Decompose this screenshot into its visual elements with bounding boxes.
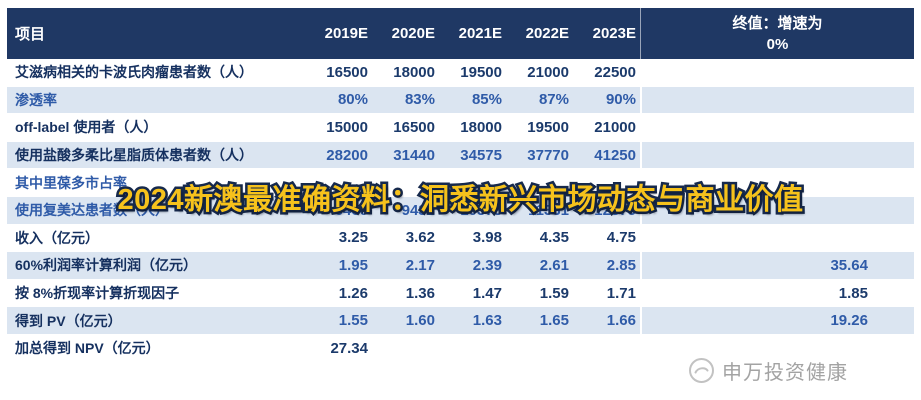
row-label: 使用复美达患者数（人） xyxy=(15,202,169,219)
column-header-2022e: 2022E xyxy=(525,25,569,42)
cell-value: 85% xyxy=(471,91,502,109)
cell-value: 1.65 xyxy=(539,312,569,330)
cell-terminal-value xyxy=(640,86,914,114)
column-header-terminal: 终值：增速为 0% xyxy=(640,8,914,59)
cell-value: 21000 xyxy=(594,118,636,136)
table-row: 渗透率 80% 83% 85% 87% 90% xyxy=(7,86,914,115)
cell-value: 1.26 xyxy=(338,284,368,302)
row-label: 收入（亿元） xyxy=(15,229,99,246)
cell-value: 6460 xyxy=(334,201,368,219)
table-header-row: 项目 2019E 2020E 2021E 2022E 2023E 终值：增速为 … xyxy=(7,8,914,59)
cell-value: 2.85 xyxy=(606,256,636,274)
row-label: 使用盐酸多柔比星脂质体患者数（人） xyxy=(15,147,253,164)
publisher-logo-text: 申万投资健康 xyxy=(722,362,848,384)
cell-value: 21000 xyxy=(527,63,569,81)
cell-value: 1.47 xyxy=(472,284,502,302)
table-row: 其中里葆多市占率 xyxy=(7,169,914,197)
cell-value xyxy=(573,335,640,362)
table-row: 60%利润率计算利润（亿元） 1.95 2.17 2.39 2.61 2.85 … xyxy=(7,252,914,280)
cell-terminal-value: 19.26 xyxy=(640,307,914,334)
dcf-valuation-table: 项目 2019E 2020E 2021E 2022E 2023E 终值：增速为 … xyxy=(7,8,914,363)
cell-value: 37770 xyxy=(527,146,569,164)
cell-value: 16500 xyxy=(393,118,435,136)
table-row: 加总得到 NPV（亿元） 27.34 xyxy=(7,334,914,363)
cell-value: 1.95 xyxy=(338,256,368,274)
cell-value: 3.98 xyxy=(472,229,502,247)
cell-terminal-value: 35.64 xyxy=(640,252,914,279)
cell-value: 41250 xyxy=(594,146,636,164)
table-row: 艾滋病相关的卡波氏肉瘤患者数（人） 16500 18000 19500 2100… xyxy=(7,59,914,87)
cell-value: 28200 xyxy=(326,146,368,164)
row-label: 60%利润率计算利润（亿元） xyxy=(15,257,198,274)
cell-value: 1.60 xyxy=(405,312,435,330)
cell-value: 27.34 xyxy=(330,339,368,357)
row-label: 渗透率 xyxy=(15,91,57,108)
cell-terminal-value xyxy=(640,59,914,86)
row-label: off-label 使用者（人） xyxy=(15,119,158,136)
cell-value xyxy=(506,335,573,362)
cell-value: 2.17 xyxy=(405,256,435,274)
cell-value: 1.66 xyxy=(606,312,636,330)
cell-value: 10373 xyxy=(460,201,502,219)
cell-value: 11331 xyxy=(528,201,569,219)
cell-value: 9432 xyxy=(401,201,435,219)
cell-terminal-value: 1.85 xyxy=(640,279,914,307)
row-label: 加总得到 NPV（亿元） xyxy=(15,340,160,357)
cell-value: 4.75 xyxy=(606,229,636,247)
watermark-banner: 2024新澳最准确资料：洞悉新兴市场动态与商业价值 xyxy=(115,182,806,219)
cell-value: 18000 xyxy=(460,118,502,136)
column-header-project: 项目 xyxy=(15,26,46,43)
terminal-header-line1: 终值：增速为 xyxy=(732,14,823,32)
cell-value: 2.61 xyxy=(539,256,569,274)
table-row: 按 8%折现率计算折现因子 1.26 1.36 1.47 1.59 1.71 1… xyxy=(7,279,914,308)
cell-value: 1.71 xyxy=(606,284,636,302)
cell-value: 19500 xyxy=(460,63,502,81)
cell-value: 1.36 xyxy=(405,284,435,302)
cell-value: 90% xyxy=(605,91,636,109)
cell-value: 34575 xyxy=(460,146,502,164)
cell-value: 22500 xyxy=(594,63,636,81)
table-row: 使用盐酸多柔比星脂质体患者数（人） 28200 31440 34575 3777… xyxy=(7,141,914,170)
publisher-watermark: 申万投资健康 xyxy=(688,356,848,385)
cell-value xyxy=(439,335,506,362)
cell-value: 31440 xyxy=(393,146,435,164)
cell-terminal-value xyxy=(640,334,914,362)
row-label: 得到 PV（亿元） xyxy=(15,312,122,329)
cell-value: 19500 xyxy=(527,118,569,136)
column-header-2019e: 2019E xyxy=(324,25,368,42)
terminal-header-line2: 0% xyxy=(766,35,789,53)
cell-terminal-value xyxy=(640,114,914,141)
table-row: 得到 PV（亿元） 1.55 1.60 1.63 1.65 1.66 19.26 xyxy=(7,307,914,335)
cell-value: 18000 xyxy=(393,63,435,81)
publisher-logo-icon xyxy=(688,357,715,384)
row-label: 艾滋病相关的卡波氏肉瘤患者数（人） xyxy=(15,64,253,81)
cell-terminal-value xyxy=(640,141,914,169)
cell-value xyxy=(372,335,439,362)
cell-terminal-value xyxy=(640,224,914,252)
table-row: 使用复美达患者数（人） 6460 9432 10373 11331 12375 xyxy=(7,196,914,225)
cell-value: 1.59 xyxy=(539,284,569,302)
cell-value: 80% xyxy=(337,91,368,109)
column-header-2020e: 2020E xyxy=(391,25,435,42)
table-row: off-label 使用者（人） 15000 16500 18000 19500… xyxy=(7,114,914,142)
column-header-2023e: 2023E xyxy=(592,25,636,42)
row-label: 其中里葆多市占率 xyxy=(15,174,127,191)
cell-value: 3.25 xyxy=(338,229,368,247)
cell-value: 15000 xyxy=(326,118,368,136)
cell-value: 83% xyxy=(404,91,435,109)
table-row: 收入（亿元） 3.25 3.62 3.98 4.35 4.75 xyxy=(7,224,914,253)
cell-value: 4.35 xyxy=(539,229,569,247)
row-label: 按 8%折现率计算折现因子 xyxy=(15,285,180,302)
cell-value: 1.55 xyxy=(338,312,368,330)
cell-terminal-value xyxy=(640,196,914,224)
cell-value: 3.62 xyxy=(405,229,435,247)
cell-terminal-value xyxy=(640,169,914,196)
cell-value: 2.39 xyxy=(472,256,502,274)
column-header-2021e: 2021E xyxy=(458,25,502,42)
cell-value: 1.63 xyxy=(472,312,502,330)
cell-value: 16500 xyxy=(326,63,368,81)
cell-value: 12375 xyxy=(594,201,636,219)
cell-value: 87% xyxy=(538,91,569,109)
